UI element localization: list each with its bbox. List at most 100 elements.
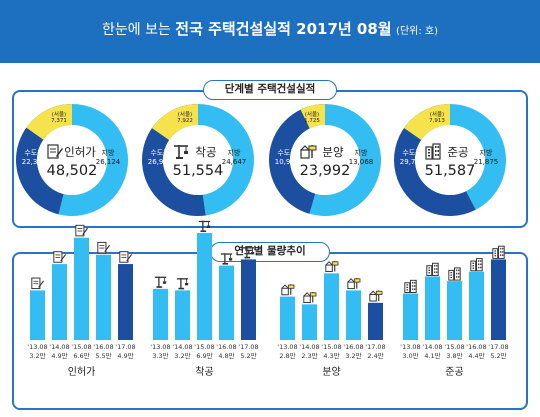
bar-value-label: 6.6만 (73, 351, 89, 360)
slice-value-seoul: 7,913 (429, 118, 445, 124)
bar-category-label: '16.08 (216, 343, 236, 351)
slice-label-seoul: (서울) (430, 110, 444, 118)
bar-category-label: '16.08 (93, 343, 113, 351)
bar-준공-2 (447, 281, 462, 340)
bar-분양-0 (280, 296, 295, 340)
bar-착공-4 (241, 259, 256, 340)
bar-value-label: 3.2만 (174, 351, 190, 360)
bar-icon (75, 224, 88, 237)
donut-stage-label: 착공 (195, 145, 216, 159)
bar-icon (31, 277, 44, 290)
donut-license-icon (47, 144, 63, 159)
slice-value-jibang: 24,647 (222, 158, 247, 166)
slice-label-sudo: 수도권 (24, 149, 43, 157)
bar-value-label: 3.0만 (402, 351, 418, 360)
bar-icon (154, 276, 167, 288)
slice-value-seoul: 7,922 (177, 118, 193, 124)
bar-준공-0 (403, 293, 418, 340)
bar-category-label: '17.08 (115, 343, 135, 351)
donut-crane-icon (174, 145, 188, 159)
slice-value-jibang: 21,875 (474, 158, 499, 166)
donut-slice-sudo (268, 104, 325, 214)
bar-group-label: 인허가 (68, 366, 96, 378)
bar-인허가-1 (52, 264, 67, 340)
bar-분양-4 (368, 302, 383, 340)
bar-준공-3 (469, 271, 484, 340)
bar-group-label: 분양 (322, 366, 340, 378)
bar-착공-0 (153, 288, 168, 340)
slice-label-jibang: 지방 (480, 148, 493, 157)
donut-hole (415, 125, 485, 195)
slice-label-seoul: (서울) (305, 110, 319, 118)
bar-category-label: '14.08 (299, 343, 319, 351)
bar-value-label: 3.2만 (345, 351, 361, 360)
donut-hole (163, 125, 233, 195)
donut-total-value: 48,502 (47, 163, 98, 179)
bar-준공-1 (425, 276, 440, 340)
bar-value-label: 5.5만 (95, 351, 111, 360)
slice-value-jibang: 13,068 (349, 158, 374, 166)
donut-total-value: 51,587 (425, 163, 476, 179)
slice-label-jibang: 지방 (228, 148, 241, 157)
bar-category-label: '16.08 (466, 343, 486, 351)
bar-icon (198, 220, 211, 233)
bar-분양-1 (302, 304, 317, 340)
bar-icon (448, 267, 461, 281)
bar-준공-4 (491, 259, 506, 340)
donut-hole (290, 125, 360, 195)
bar-icon (281, 284, 295, 296)
bar-인허가-4 (118, 264, 133, 340)
bar-icon (242, 247, 255, 259)
bar-value-label: 3.3만 (152, 351, 168, 360)
bar-value-label: 4.4만 (468, 351, 484, 360)
bar-value-label: 5.2만 (240, 351, 256, 360)
slice-value-seoul: 7,371 (51, 118, 67, 124)
bar-착공-3 (219, 265, 234, 340)
bar-icon (119, 251, 132, 263)
bar-value-label: 5.2만 (490, 351, 506, 360)
bar-icon (220, 253, 233, 265)
bar-category-label: '15.08 (444, 343, 464, 351)
bar-icon (492, 245, 505, 259)
slice-label-seoul: (서울) (52, 110, 66, 118)
bar-category-label: '17.08 (238, 343, 258, 351)
bar-category-label: '14.08 (172, 343, 192, 351)
donut-slice-jibang (198, 104, 255, 216)
bar-category-label: '17.08 (365, 343, 385, 351)
bar-value-label: 2.8만 (279, 351, 295, 360)
bar-value-label: 3.8만 (446, 351, 462, 360)
donut-slice-jibang (450, 104, 507, 210)
bar-category-label: '16.08 (343, 343, 363, 351)
donut-slice-jibang (309, 104, 381, 216)
header-banner: 한눈에 보는 전국 주택건설실적 2017년 08월 (단위: 호) (0, 0, 540, 63)
bar-category-label: '13.08 (150, 343, 170, 351)
bar-value-label: 2.3만 (301, 351, 317, 360)
donut-slice-seoul (300, 104, 325, 129)
bar-category-label: '17.08 (488, 343, 508, 351)
donut-slice-seoul (404, 104, 450, 141)
donut-building-icon (425, 143, 441, 160)
slice-value-sudo: 10,924 (275, 158, 300, 166)
donut-total-value: 51,554 (173, 163, 224, 179)
slice-label-jibang: 지방 (355, 148, 368, 157)
bar-value-label: 4.1만 (424, 351, 440, 360)
donut-slice-seoul (151, 104, 198, 141)
title-unit: (단위: 호) (396, 26, 438, 37)
bar-icon (404, 279, 417, 293)
bar-value-label: 2.4만 (367, 351, 383, 360)
title-prefix: 한눈에 보는 (101, 22, 171, 38)
donut-total-value: 23,992 (300, 163, 351, 179)
slice-label-sudo: 수도권 (402, 149, 421, 157)
bar-group-label: 준공 (445, 366, 463, 378)
bar-icon (325, 260, 339, 273)
bar-category-label: '15.08 (194, 343, 214, 351)
donut-slice-sudo (15, 104, 72, 215)
slice-label-sudo: 수도권 (150, 149, 169, 157)
slice-value-sudo: 22,378 (22, 158, 47, 166)
bar-인허가-2 (74, 237, 89, 340)
bar-category-label: '13.08 (27, 343, 47, 351)
bar-category-label: '13.08 (400, 343, 420, 351)
bar-icon (176, 278, 189, 290)
bar-icon (426, 262, 439, 276)
